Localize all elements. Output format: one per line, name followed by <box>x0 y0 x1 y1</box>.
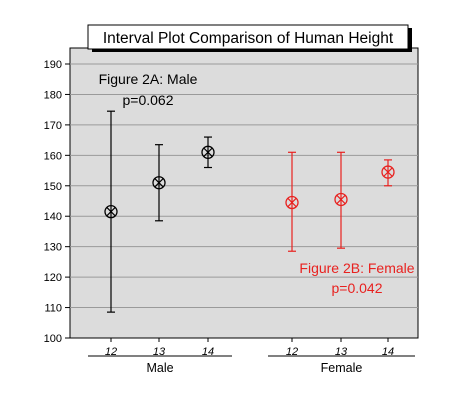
x-tick-label: 14 <box>202 346 214 358</box>
x-axis: 12 13 14 Male 12 13 14 Female <box>88 338 415 375</box>
x-tick-label: 13 <box>335 346 348 358</box>
mean-marker <box>201 145 215 159</box>
mean-marker <box>152 176 166 190</box>
mean-marker <box>285 195 299 210</box>
mean-marker-cross <box>154 178 164 188</box>
mean-marker-cross <box>383 167 393 177</box>
annotation-pvalue: p=0.042 <box>332 280 383 296</box>
y-tick-label: 140 <box>44 211 62 223</box>
group-label: Female <box>321 361 363 375</box>
y-tick-label: 160 <box>44 150 62 162</box>
y-tick-label: 180 <box>44 89 62 101</box>
y-tick-label: 130 <box>44 242 62 254</box>
x-tick-label: 14 <box>382 346 394 358</box>
x-tick-label: 12 <box>105 346 117 358</box>
gridlines <box>70 63 418 309</box>
x-tick-label: 13 <box>153 346 166 358</box>
mean-marker-cross <box>336 194 346 205</box>
mean-marker-cross <box>287 197 297 208</box>
y-tick-label: 120 <box>44 272 62 284</box>
x-tick-label: 12 <box>286 346 298 358</box>
data-marks <box>104 110 395 313</box>
annotation-title: Figure 2A: Male <box>99 71 198 87</box>
y-tick-label: 170 <box>44 120 62 132</box>
mean-marker-cross <box>106 206 116 217</box>
annotations: Figure 2A: Male p=0.062 Figure 2B: Female p… <box>99 71 415 296</box>
y-axis: 100 110 120 130 140 150 160 170 180 190 <box>44 59 70 345</box>
y-tick-label: 100 <box>44 333 62 345</box>
mean-marker <box>334 192 348 207</box>
mean-marker <box>104 205 118 219</box>
mean-marker <box>381 165 395 179</box>
annotation-pvalue: p=0.062 <box>123 92 174 108</box>
y-tick-label: 110 <box>44 303 62 315</box>
chart-title: Interval Plot Comparison of Human Height <box>103 30 394 47</box>
group-label: Male <box>146 361 173 375</box>
title-box <box>87 24 409 50</box>
mean-marker-cross <box>203 147 213 158</box>
annotation-title: Figure 2B: Female <box>299 260 414 276</box>
y-tick-label: 150 <box>44 181 62 193</box>
y-tick-label: 190 <box>44 59 62 71</box>
plot-area <box>69 47 419 339</box>
